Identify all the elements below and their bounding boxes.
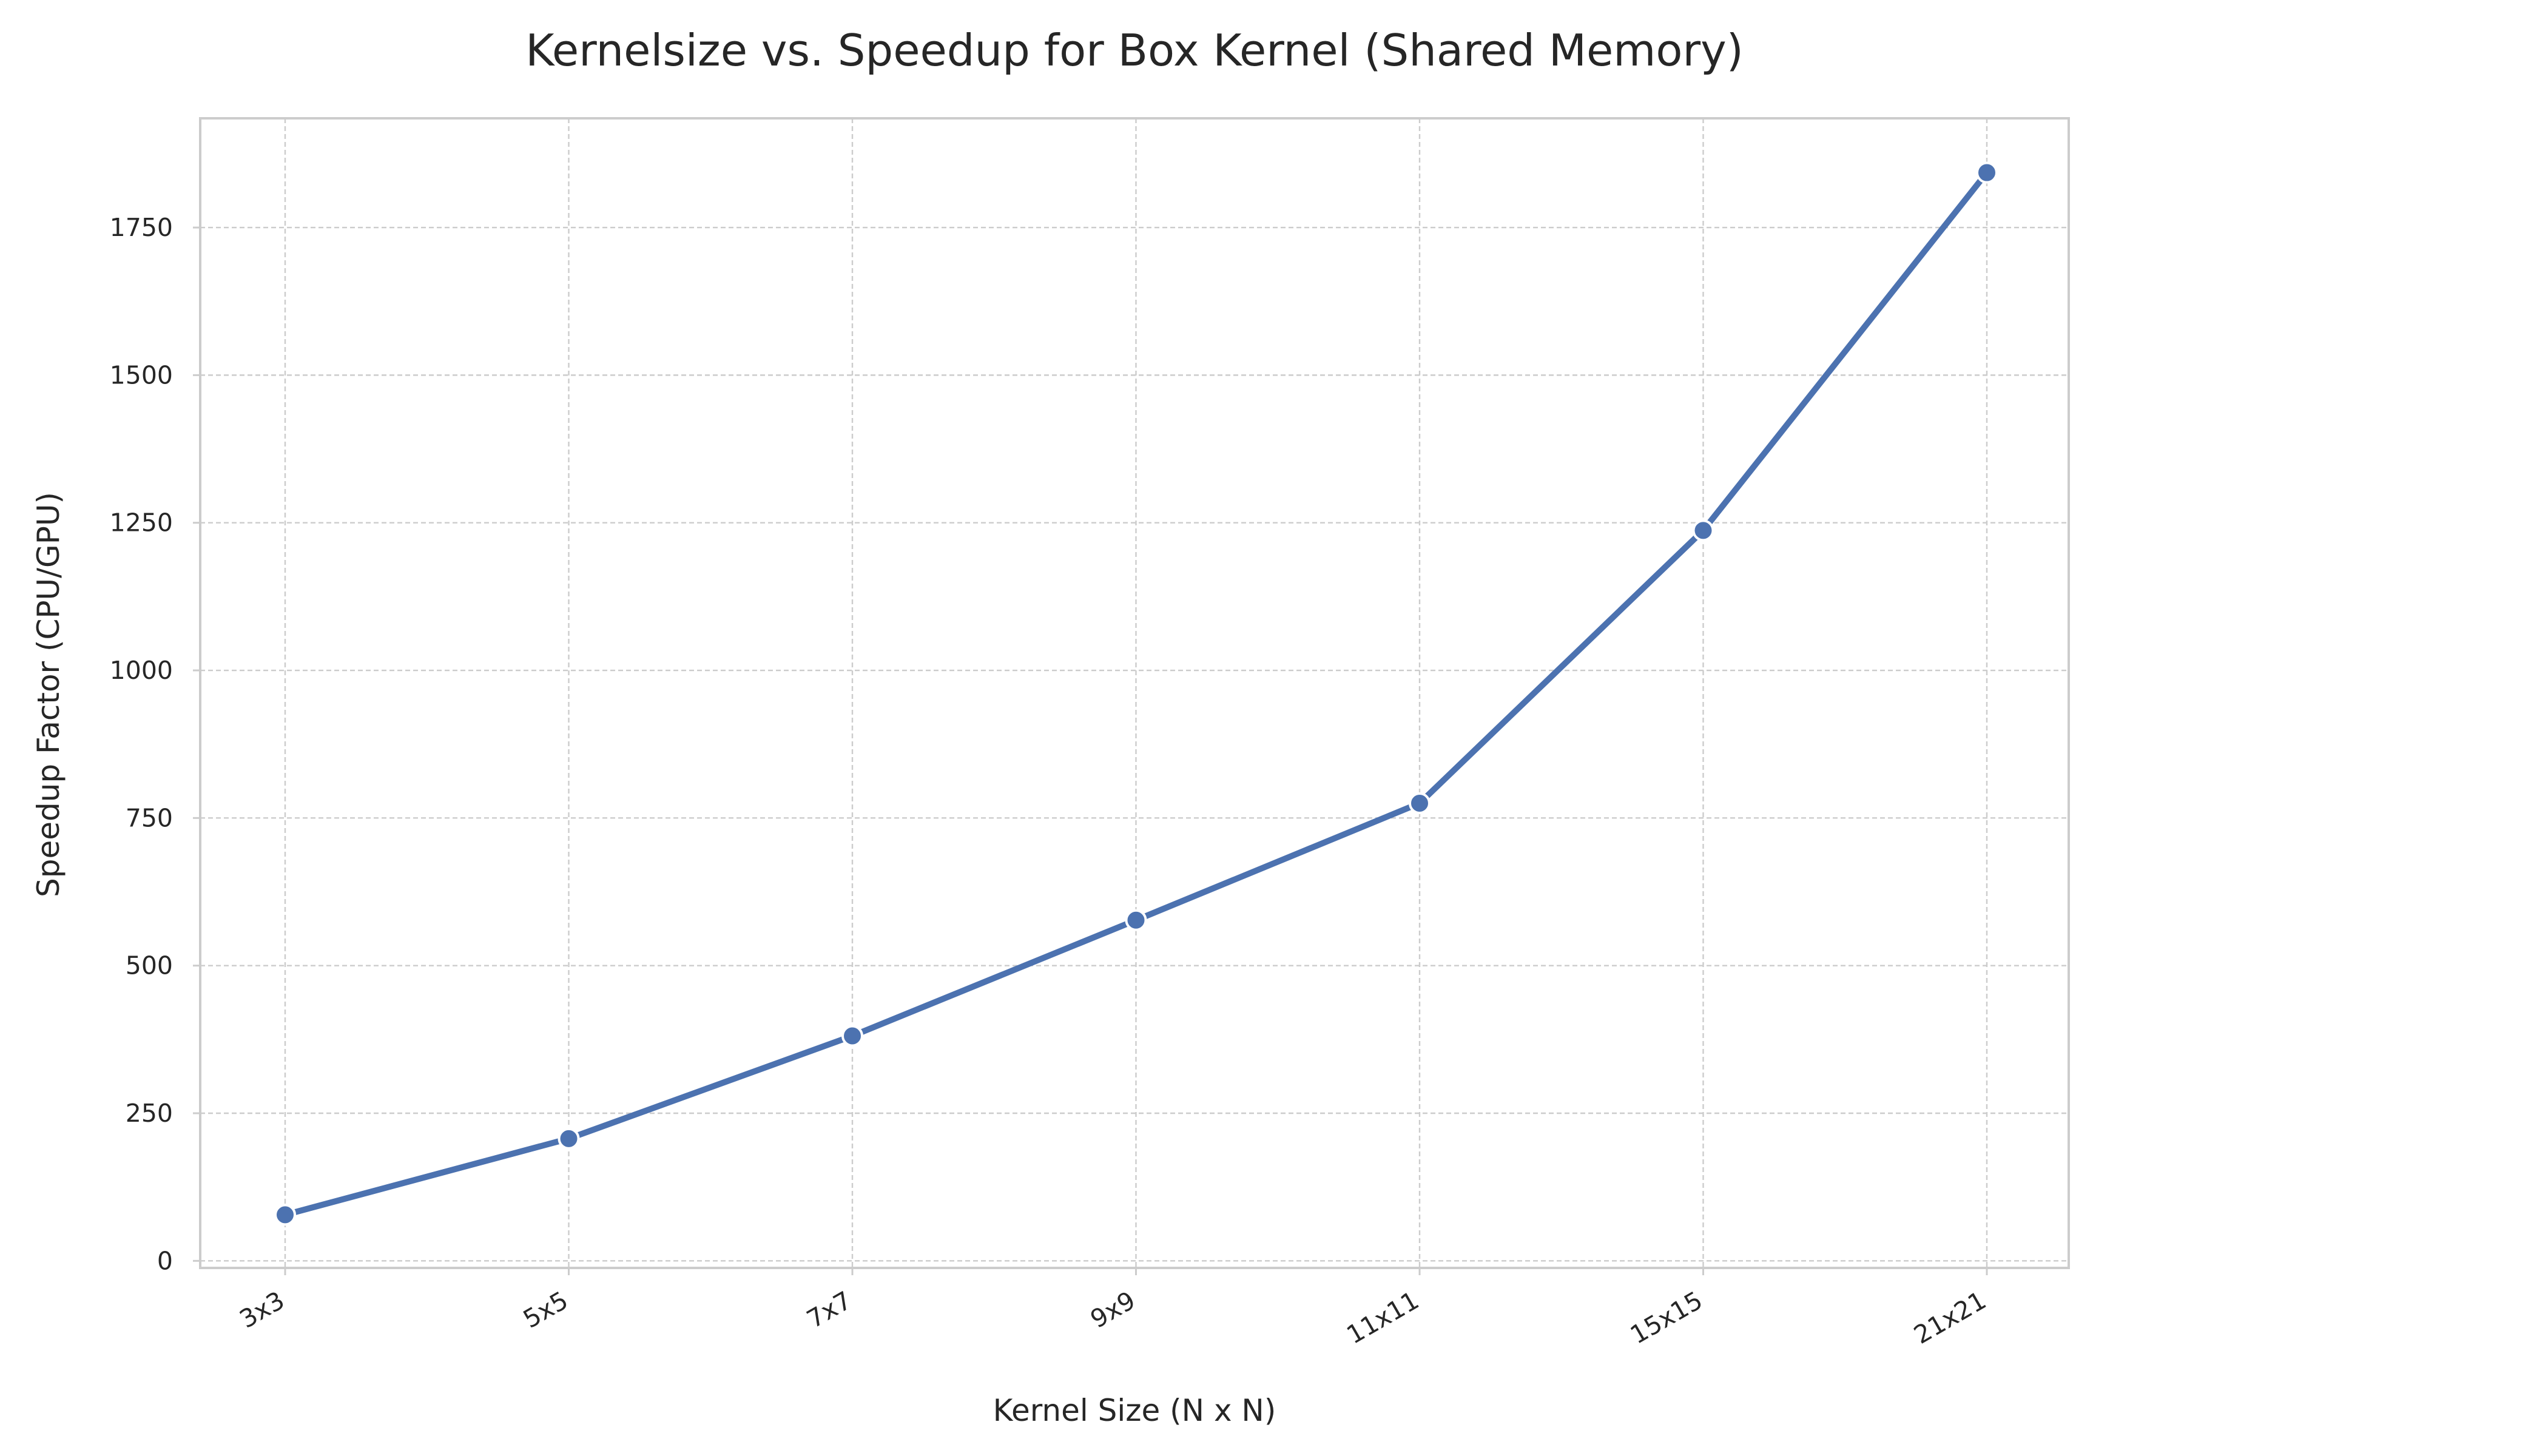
x-tick-label: 21x21 (1909, 1286, 1991, 1350)
x-tick-label: 7x7 (802, 1286, 857, 1334)
data-point (1692, 519, 1714, 542)
y-tick-label: 1750 (110, 213, 173, 242)
chart-title: Kernelsize vs. Speedup for Box Kernel (S… (525, 25, 1744, 76)
data-point (1125, 909, 1147, 931)
x-tick-label: 3x3 (235, 1286, 289, 1334)
x-tick-label: 9x9 (1085, 1286, 1140, 1334)
y-tick-label: 500 (126, 951, 173, 980)
y-tick-label: 250 (126, 1099, 173, 1128)
plot-frame (199, 117, 2070, 1269)
y-tick-label: 1500 (110, 360, 173, 389)
y-axis: 0 250 500 750 1000 1250 1500 1750 (110, 213, 200, 1275)
y-tick-label: 0 (157, 1246, 173, 1275)
series-layer (274, 161, 1998, 1226)
data-point (1976, 161, 1998, 184)
x-axis: 3x3 5x5 7x7 9x9 11x11 15x15 21x21 (235, 1268, 1991, 1350)
x-tick-label: 5x5 (518, 1286, 573, 1334)
y-tick-label: 1000 (110, 656, 173, 685)
data-point (274, 1204, 296, 1226)
y-tick-label: 750 (126, 803, 173, 832)
grid-lines (200, 118, 2069, 1268)
x-tick-label: 11x11 (1342, 1286, 1424, 1350)
y-axis-label: Speedup Factor (CPU/GPU) (31, 492, 66, 897)
data-point (1409, 792, 1431, 815)
x-tick-label: 15x15 (1625, 1286, 1707, 1350)
data-point (841, 1025, 863, 1047)
y-tick-label: 1250 (110, 508, 173, 538)
data-point (558, 1127, 580, 1150)
x-axis-label: Kernel Size (N x N) (993, 1393, 1276, 1428)
